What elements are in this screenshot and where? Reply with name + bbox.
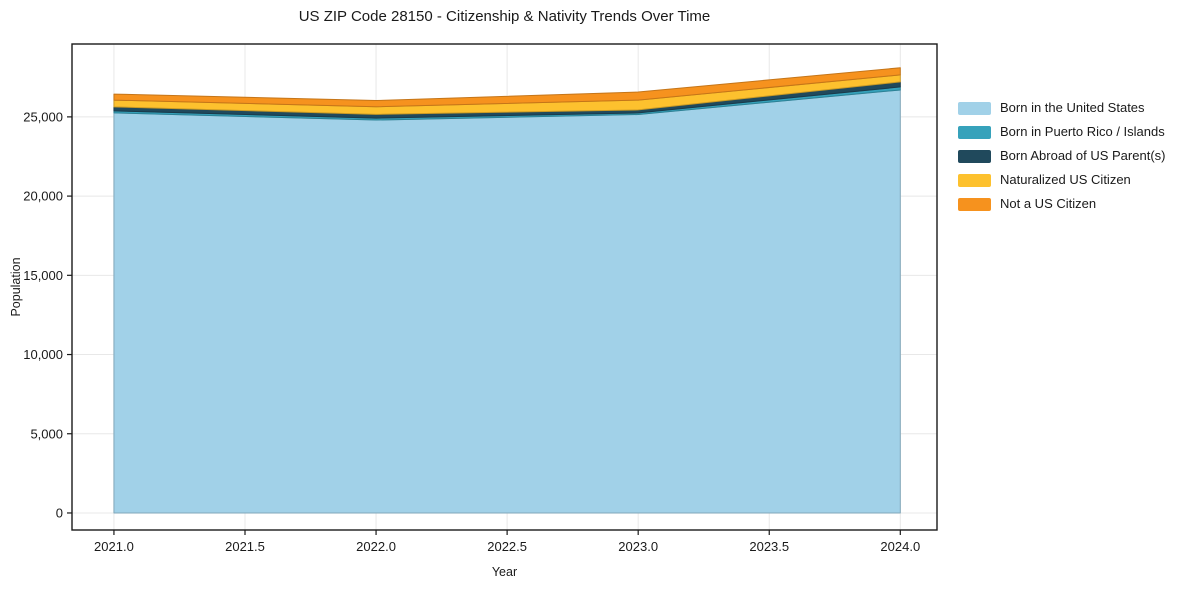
y-tick-label: 20,000 [23,189,63,204]
legend-item: Born Abroad of US Parent(s) [958,149,1165,163]
y-tick-label: 25,000 [23,109,63,124]
x-tick-label: 2022.0 [356,539,396,554]
y-axis-label: Population [9,257,23,317]
legend-swatch [958,149,991,163]
chart-legend: Born in the United States Born in Puerto … [958,101,1165,211]
legend-item: Naturalized US Citizen [958,173,1165,187]
tick-marks [67,116,901,535]
x-tick-label: 2024.0 [880,539,920,554]
y-tick-label: 0 [56,505,63,520]
x-tick-label: 2023.0 [618,539,658,554]
legend-swatch [958,125,991,139]
legend-label: Born in Puerto Rico / Islands [1000,124,1165,139]
legend-item: Born in the United States [958,101,1165,115]
x-tick-label: 2021.5 [225,539,265,554]
area-born-in-the-united-states [113,89,901,514]
legend-item: Born in Puerto Rico / Islands [958,125,1165,139]
chart-title: US ZIP Code 28150 - Citizenship & Nativi… [298,8,711,25]
legend-swatch [958,101,991,115]
legend-item: Not a US Citizen [958,197,1165,211]
legend-label: Born Abroad of US Parent(s) [1000,148,1166,163]
legend-swatch [958,197,991,211]
x-tick-label: 2023.5 [749,539,789,554]
tick-labels: 2021.0 2021.5 2022.0 2022.5 2023.0 2023.5 2024… [23,109,920,554]
axes-frame [71,43,938,531]
x-tick-label: 2021.0 [94,539,134,554]
legend-label: Not a US Citizen [1000,196,1097,211]
legend-label: Naturalized US Citizen [1000,172,1131,187]
x-tick-label: 2022.5 [487,539,527,554]
y-tick-label: 15,000 [23,268,63,283]
y-tick-label: 10,000 [23,347,63,362]
y-tick-label: 5,000 [30,426,63,441]
x-axis-label: Year [491,565,518,579]
area-series-group [113,67,901,514]
legend-label: Born in the United States [1000,100,1145,115]
area-not-a-us-citizen [113,67,901,108]
legend-swatch [958,173,991,187]
